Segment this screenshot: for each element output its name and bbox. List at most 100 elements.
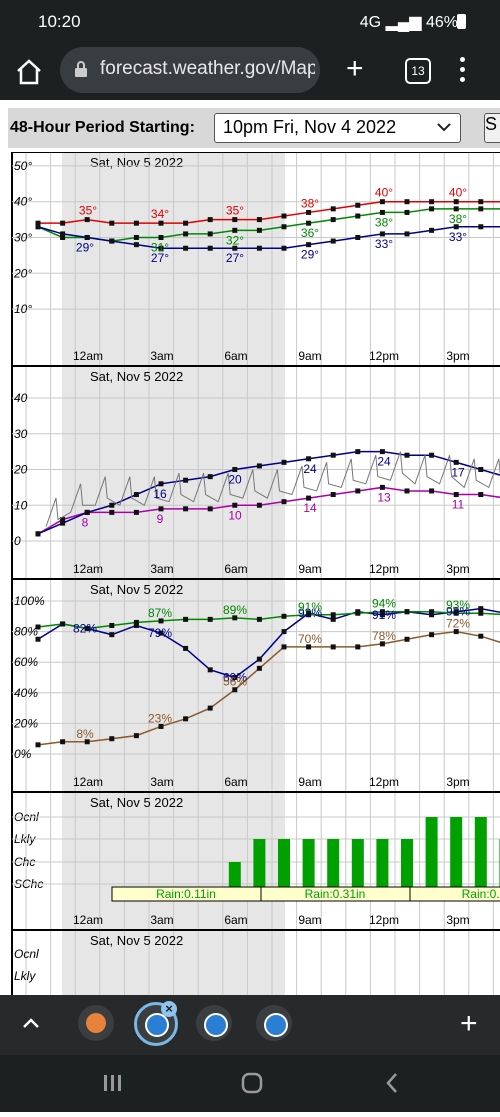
y-tick-label: 80% bbox=[14, 625, 38, 639]
tab-switcher[interactable]: 13 bbox=[405, 58, 431, 84]
dewpoint-point bbox=[429, 206, 435, 212]
back-button[interactable] bbox=[386, 1073, 397, 1093]
time-tick-label: 12am bbox=[73, 349, 103, 363]
dewpoint-point bbox=[133, 234, 139, 240]
panel-date: Sat, Nov 5 2022 bbox=[90, 582, 183, 597]
wind-sustained-point bbox=[330, 452, 336, 458]
wind-sustained-point bbox=[60, 520, 66, 526]
url-text[interactable]: forecast.weather.gov/MapClick.php bbox=[100, 58, 315, 79]
precip-potential-point bbox=[256, 665, 262, 671]
y-tick-label: 50° bbox=[14, 159, 32, 173]
wind-chill-point bbox=[453, 224, 459, 230]
time-tick-label: 3am bbox=[150, 913, 173, 927]
temperature-point bbox=[158, 220, 164, 226]
add-icon[interactable]: + bbox=[460, 1007, 478, 1040]
rain-amount-box bbox=[409, 886, 500, 902]
close-icon[interactable]: × bbox=[161, 1001, 177, 1017]
relative-humidity-point bbox=[379, 612, 385, 618]
precip-bar bbox=[401, 839, 413, 897]
dewpoint-label: 31° bbox=[151, 240, 169, 254]
wind-gust-point bbox=[183, 506, 189, 512]
gust-label: 13 bbox=[377, 490, 391, 504]
time-tick-label: 12am bbox=[73, 913, 103, 927]
wind-chill-point bbox=[207, 245, 213, 251]
relative-humidity-point bbox=[158, 630, 164, 636]
sky-cover-point bbox=[478, 610, 484, 616]
precip-potential-point bbox=[183, 716, 189, 722]
home-icon[interactable] bbox=[15, 59, 43, 85]
home-button[interactable] bbox=[241, 1072, 263, 1094]
cat-icon bbox=[86, 1013, 106, 1033]
dewpoint-label: 36° bbox=[301, 226, 319, 240]
sky-cover-label: 93% bbox=[446, 598, 470, 612]
dewpoint-point bbox=[306, 220, 312, 226]
wind-chill-point bbox=[379, 231, 385, 237]
wind-gust-point bbox=[60, 517, 66, 523]
sustained-wind-label: 24 bbox=[377, 455, 391, 469]
wind-sustained-point bbox=[158, 481, 164, 487]
wind-sustained-point bbox=[281, 459, 287, 465]
precip-label: 56% bbox=[223, 675, 247, 689]
time-tick-label: 3am bbox=[150, 349, 173, 363]
y-tick-label: 20° bbox=[13, 266, 32, 280]
dewpoint-line bbox=[37, 208, 500, 242]
temp-label: 38° bbox=[301, 196, 319, 210]
time-tick-label: 9am bbox=[298, 562, 321, 576]
tab-bubble-2[interactable] bbox=[134, 1002, 178, 1046]
precip-potential-point bbox=[379, 641, 385, 647]
time-tick-label: 3pm bbox=[446, 562, 469, 576]
graph-panel-2: Sat, Nov 5 2022 12am 3am 6am 9am 12pm 3pm bbox=[11, 365, 500, 580]
overflow-menu-icon[interactable] bbox=[460, 52, 470, 87]
sky-cover-point bbox=[429, 609, 435, 615]
precip-level-label: Lkly bbox=[14, 969, 36, 983]
wind-gust-point bbox=[429, 488, 435, 494]
humidity-label: 82% bbox=[73, 622, 97, 636]
precip-bar bbox=[376, 839, 389, 897]
submit-button[interactable]: S bbox=[484, 113, 500, 143]
wind-gust-point bbox=[330, 492, 336, 498]
graph-panel-3: Sat, Nov 5 2022 12am 3am 6am 9am 12pm 3pm bbox=[11, 578, 500, 793]
time-tick-label: 3pm bbox=[446, 775, 469, 789]
wind-gust-point bbox=[158, 506, 164, 512]
y-tick-label: 10° bbox=[14, 302, 32, 316]
panel-date: Sat, Nov 5 2022 bbox=[90, 369, 183, 384]
new-tab-icon[interactable]: + bbox=[346, 52, 364, 85]
time-tick-label: 12am bbox=[73, 775, 103, 789]
dewpoint-label: 32° bbox=[226, 233, 244, 247]
period-bar: 48-Hour Period Starting: 10pm Fri, Nov 4… bbox=[8, 108, 500, 148]
dewpoint-point bbox=[478, 206, 484, 212]
wind-chill-point bbox=[84, 234, 90, 240]
sustained-wind-label: 20 bbox=[228, 473, 242, 487]
tab-bubble-3[interactable] bbox=[196, 1005, 232, 1041]
period-select[interactable]: 10pm Fri, Nov 4 2022 bbox=[214, 113, 461, 143]
y-tick-label: 0% bbox=[14, 747, 32, 761]
wind-chill-point bbox=[478, 224, 484, 230]
period-select-value: 10pm Fri, Nov 4 2022 bbox=[223, 117, 397, 137]
sky-cover-point bbox=[133, 619, 139, 625]
gust-label: 10 bbox=[228, 508, 242, 522]
humidity-label: 93% bbox=[298, 606, 322, 620]
y-tick-label: 40% bbox=[14, 686, 38, 700]
tab-bubble-4[interactable] bbox=[256, 1005, 292, 1041]
tab-bubble-1[interactable] bbox=[78, 1005, 114, 1041]
chevron-up-icon[interactable] bbox=[20, 1013, 42, 1035]
temperature-point bbox=[355, 202, 361, 208]
address-bar[interactable]: forecast.weather.gov/MapClick.php bbox=[60, 47, 320, 93]
wind-gust-point bbox=[379, 484, 385, 490]
sustained-wind-label: 24 bbox=[303, 462, 317, 476]
wind-chill-point bbox=[232, 245, 238, 251]
sky-cover-point bbox=[84, 626, 90, 632]
precip-potential-point bbox=[306, 644, 312, 650]
battery-percent: 46% bbox=[425, 14, 458, 31]
wind-sustained-point bbox=[404, 452, 410, 458]
precip-potential-point bbox=[330, 644, 336, 650]
wind-barb-line bbox=[45, 451, 500, 527]
precip-bar bbox=[450, 817, 463, 897]
recents-button[interactable] bbox=[104, 1075, 121, 1091]
relative-humidity-point bbox=[429, 612, 435, 618]
precip-potential-point bbox=[84, 739, 90, 745]
sky-cover-point bbox=[60, 621, 66, 627]
sky-cover-point bbox=[453, 610, 459, 616]
relative-humidity-line bbox=[37, 607, 500, 679]
wind-gust-point bbox=[109, 509, 115, 515]
